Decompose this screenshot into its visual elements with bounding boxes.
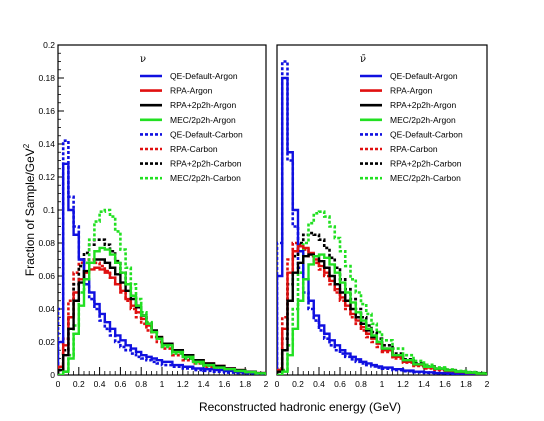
x-tick-label: 2 [485,379,490,389]
x-tick-label: 1.6 [439,379,451,389]
x-tick-label: 1.2 [177,379,189,389]
legend-entry: RPA+2p2h-Carbon [390,159,462,169]
legend-entry: RPA+2p2h-Argon [170,100,237,110]
x-tick-label: 0.6 [114,379,126,389]
x-tick-label: 0 [56,379,61,389]
legend-entry: QE-Default-Argon [170,71,238,81]
y-tick-label: 0.06 [38,271,55,281]
y-tick-label: 0.02 [38,337,55,347]
legend-entry: RPA-Carbon [170,144,218,154]
series-mec-2p2h-argon [58,246,266,375]
y-tick-label: 0.12 [38,172,55,182]
x-axis-label: Reconstructed hadronic energy (GeV) [199,400,401,414]
y-tick-label: 0.18 [38,73,55,83]
x-tick-label: 0 [275,379,280,389]
x-tick-label: 1.8 [239,379,251,389]
x-tick-label: 0.8 [355,379,367,389]
neutrino-panel: 0 0.02 0.04 0.06 0.08 0.1 0.12 0.14 0.16 0.18 0.2 0… [38,40,268,389]
legend-entry: QE-Default-Carbon [390,129,463,139]
series-qe-default-carbon [58,139,266,375]
y-tick-label: 0.16 [38,106,55,116]
x-tick-label: 1.6 [218,379,230,389]
legend-entry: MEC/2p2h-Carbon [390,173,461,183]
histogram-lines [277,60,487,375]
x-tick-label: 0.2 [73,379,85,389]
histogram-lines [58,139,266,375]
legend-entry: MEC/2p2h-Argon [170,115,236,125]
legend-entry: MEC/2p2h-Argon [390,115,456,125]
x-tick-label: 1 [380,379,385,389]
x-tick-label: 1.4 [198,379,210,389]
x-tick-label: 0.4 [313,379,325,389]
x-tick-label: 1.8 [460,379,472,389]
x-tick-label: 2 [264,379,269,389]
x-tick-label: 1 [160,379,165,389]
y-axis-label: Fraction of Sample/GeV2 [22,143,37,276]
y-tick-label: 0.04 [38,304,55,314]
legend-entry: RPA-Argon [390,86,433,96]
series-mec-2p2h-argon [277,253,487,375]
panel-label: ν̄ [360,54,366,65]
y-tick-label: 0.08 [38,238,55,248]
plot-frame [276,44,488,376]
legend-entry: RPA-Carbon [390,144,438,154]
y-tick-label: 0 [50,370,55,380]
legend-entry: RPA-Argon [170,86,213,96]
legend-entry: QE-Default-Carbon [170,129,243,139]
x-tick-label: 1.2 [397,379,409,389]
x-tick-label: 0.2 [292,379,304,389]
plot-frame [57,44,267,376]
y-tick-label: 0.1 [43,205,55,215]
series-qe-default-argon [58,162,266,375]
x-tick-label: 0.8 [135,379,147,389]
y-tick-label: 0.2 [43,40,55,50]
x-tick-label: 1.4 [418,379,430,389]
antineutrino-panel: 0 0.2 0.4 0.6 0.8 1 1.2 1.4 1.6 1.8 2 ν̄ QE-Default-… [275,44,490,389]
legend-entry: QE-Default-Argon [390,71,458,81]
legend-entry: RPA+2p2h-Carbon [170,159,242,169]
legend-entry: RPA+2p2h-Argon [390,100,457,110]
y-tick-label: 0.14 [38,139,55,149]
x-tick-label: 0.4 [94,379,106,389]
panel-label: ν [140,54,146,65]
legend-entry: MEC/2p2h-Carbon [170,173,241,183]
x-tick-label: 0.6 [334,379,346,389]
